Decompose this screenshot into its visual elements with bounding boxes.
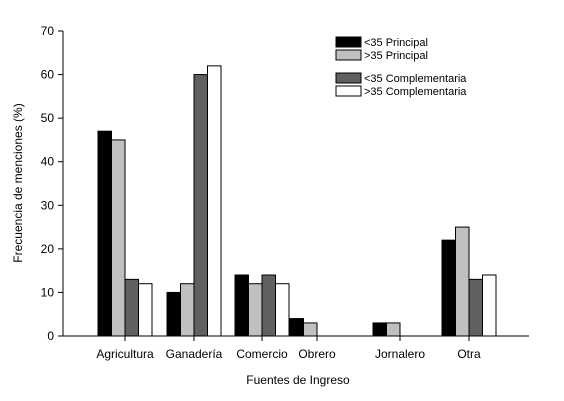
bar (468, 278, 483, 337)
bar (482, 274, 497, 337)
y-tick-label: 0 (47, 329, 54, 343)
y-tick-label: 70 (41, 24, 55, 38)
bar (372, 322, 387, 337)
x-tick-label: Obrero (298, 347, 336, 361)
legend: <35 Principal>35 Principal <35 Complement… (335, 36, 467, 98)
bar (303, 322, 318, 337)
y-tick-label: 20 (41, 242, 55, 256)
bar (166, 291, 181, 337)
y-tick-label: 10 (41, 285, 55, 299)
x-tick-label: Otra (457, 347, 481, 361)
y-tick-label: 40 (41, 155, 55, 169)
legend-label: >35 Principal (364, 50, 428, 62)
bar (97, 130, 112, 337)
y-axis-label: Frecuencia de menciones (%) (11, 103, 25, 262)
x-tick-label: Ganadería (166, 347, 223, 361)
legend-label: <35 Complementaria (364, 73, 467, 85)
bar (207, 65, 222, 337)
legend-label: <35 Principal (364, 37, 428, 49)
x-tick-label: Comercio (236, 347, 288, 361)
bar (180, 283, 195, 337)
y-tick-label: 60 (41, 68, 55, 82)
legend-swatch (335, 72, 362, 84)
bar (138, 283, 153, 337)
bar (248, 283, 263, 337)
bar (193, 74, 208, 337)
bar (289, 318, 304, 337)
x-axis-label: Fuentes de Ingreso (246, 373, 350, 387)
bar (441, 239, 456, 337)
plot-area: 0 10 20 30 40 50 60 70 Agricultura Ganadería Comer… (41, 24, 529, 361)
x-tick-label: Agricultura (96, 347, 154, 361)
bar (261, 274, 276, 337)
bar (386, 322, 401, 337)
legend-label: >35 Complementaria (364, 86, 467, 98)
y-tick-label: 50 (41, 111, 55, 125)
bar (275, 283, 290, 337)
bar (234, 274, 249, 337)
bar (111, 139, 126, 337)
legend-swatch (335, 49, 362, 61)
legend-swatch (335, 85, 362, 97)
legend-swatch (335, 36, 362, 48)
bar (455, 226, 470, 337)
x-tick-label: Jornalero (375, 347, 425, 361)
y-tick-label: 30 (41, 198, 55, 212)
bar (124, 278, 139, 337)
